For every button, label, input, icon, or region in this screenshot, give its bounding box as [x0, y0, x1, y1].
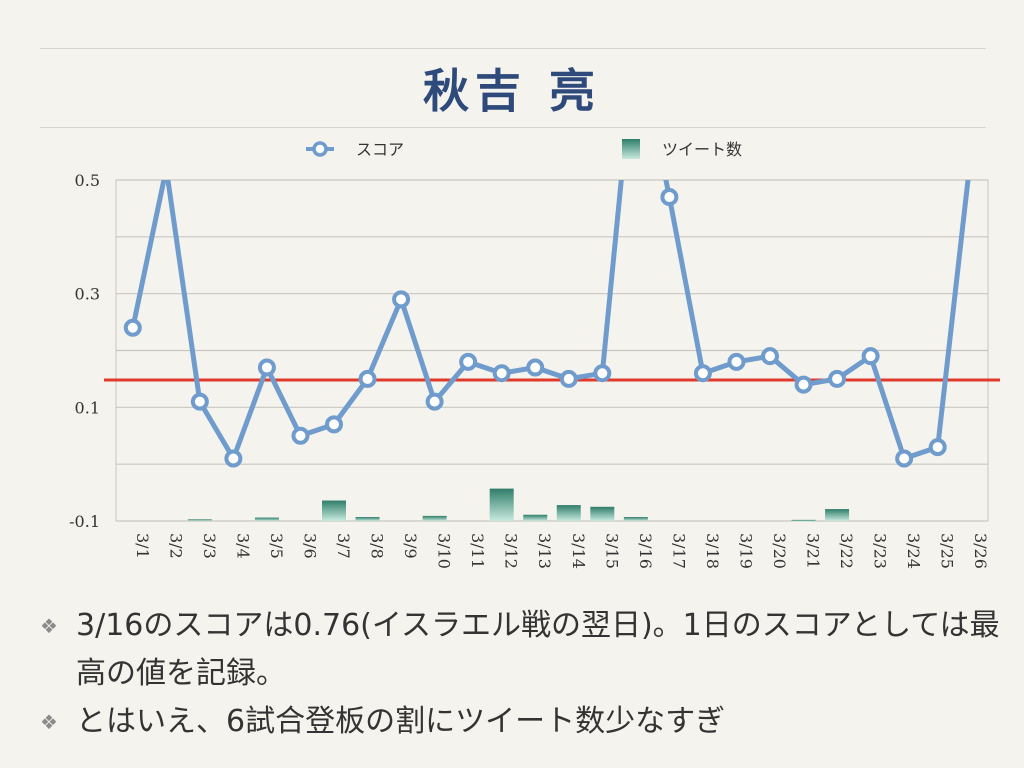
legend-tweet-icon — [622, 139, 640, 159]
y-tick-label: 0.3 — [75, 285, 100, 304]
x-tick-label: 3/14 — [569, 533, 588, 569]
title-rule — [40, 127, 986, 128]
x-tick-label: 3/10 — [435, 533, 454, 569]
top-rule — [40, 48, 986, 49]
score-point — [526, 358, 545, 377]
score-point — [761, 347, 779, 366]
tweet-bar — [556, 505, 581, 521]
y-tick-label: -0.1 — [69, 512, 100, 531]
bullet-text: とはいえ、6試合登板の割にツイート数少なすぎ — [76, 704, 726, 739]
tweet-bar — [590, 506, 615, 521]
score-point — [895, 449, 914, 468]
x-tick-label: 3/20 — [770, 533, 789, 569]
tweet-bar — [791, 519, 816, 522]
score-point — [392, 290, 411, 309]
y-tick-label: 0.5 — [75, 171, 100, 190]
score-point — [224, 449, 243, 468]
x-tick-label: 3/11 — [468, 533, 487, 569]
x-tick-label: 3/24 — [904, 533, 923, 569]
slide-title: 秋吉 亮 — [422, 64, 601, 118]
x-tick-label: 3/18 — [703, 533, 722, 569]
score-point — [828, 369, 847, 388]
score-point — [123, 318, 142, 337]
x-tick-label: 3/3 — [200, 533, 219, 559]
bullet-text: 3/16のスコアは0.76(イスラエル戦の翌日)。1日のスコアとしては最高の値を… — [76, 608, 1000, 691]
legend-score-icon — [312, 141, 328, 157]
x-tick-label: 3/9 — [401, 533, 420, 559]
legend-tweet-label: ツイート数 — [662, 140, 742, 159]
score-point — [928, 438, 947, 457]
x-tick-label: 3/4 — [233, 533, 252, 559]
tweet-bar — [523, 514, 548, 521]
bullet-marker-icon: ❖ — [40, 710, 58, 734]
score-point — [593, 364, 612, 383]
x-tick-label: 3/13 — [535, 533, 554, 569]
x-tick-label: 3/6 — [300, 533, 319, 559]
x-tick-label: 3/1 — [133, 533, 152, 559]
tweet-bar — [489, 488, 514, 521]
x-tick-label: 3/16 — [636, 533, 655, 569]
score-point — [291, 426, 310, 445]
score-point — [660, 188, 679, 207]
tweet-bar — [825, 509, 850, 521]
score-point — [358, 369, 377, 388]
tweet-bar — [322, 500, 346, 521]
x-tick-label: 3/19 — [736, 533, 755, 569]
x-tick-label: 3/26 — [971, 533, 990, 569]
bullet-list: ❖ 3/16のスコアは0.76(イスラエル戦の翌日)。1日のスコアとしては最高の… — [40, 602, 1000, 746]
score-point — [492, 364, 511, 383]
score-point — [325, 415, 343, 434]
y-tick-label: 0.1 — [75, 398, 100, 417]
chart: 0.5 0.3 0.1 -0.1 3/1 3/2 3/3 3/4 3/5 3/6 3/7 3/8 3/9… — [69, 139, 1000, 569]
score-point — [861, 347, 880, 366]
tweet-bar — [422, 515, 447, 521]
tweet-bar — [355, 517, 380, 521]
score-point — [794, 375, 813, 394]
x-tick-label: 3/8 — [368, 533, 387, 559]
x-tick-label: 3/12 — [502, 533, 521, 569]
x-tick-label: 3/17 — [669, 533, 688, 569]
x-tick-label: 3/23 — [871, 533, 890, 569]
score-point — [693, 364, 712, 383]
tweet-bar — [187, 519, 212, 521]
score-point — [559, 369, 578, 388]
x-tick-label: 3/2 — [166, 533, 185, 559]
x-tick-label: 3/21 — [804, 533, 823, 569]
x-tick-label: 3/15 — [602, 533, 621, 569]
x-tick-label: 3/7 — [334, 533, 353, 559]
tweet-bar — [254, 517, 279, 521]
score-point — [425, 392, 444, 411]
bullet-item: ❖ とはいえ、6試合登板の割にツイート数少なすぎ — [40, 698, 1000, 746]
tweet-bar — [623, 517, 648, 521]
x-tick-label: 3/22 — [837, 533, 856, 569]
bullet-marker-icon: ❖ — [40, 614, 58, 638]
score-point — [190, 392, 209, 411]
x-tick-label: 3/5 — [267, 533, 286, 559]
score-point — [727, 352, 746, 371]
x-tick-label: 3/25 — [938, 533, 957, 569]
legend-score-label: スコア — [356, 140, 404, 159]
score-point — [257, 358, 276, 377]
bullet-item: ❖ 3/16のスコアは0.76(イスラエル戦の翌日)。1日のスコアとしては最高の… — [40, 602, 1000, 698]
score-point — [459, 352, 478, 371]
